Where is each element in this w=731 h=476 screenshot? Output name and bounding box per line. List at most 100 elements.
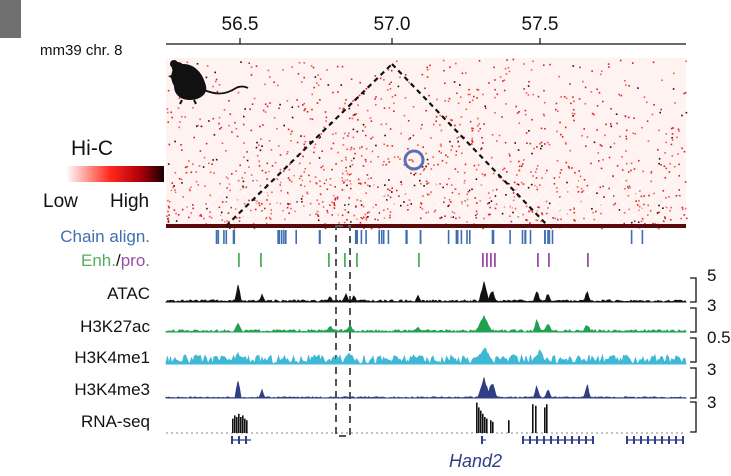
hic-pixel [256,141,258,144]
hic-pixel [644,223,646,225]
hic-pixel [467,93,470,96]
mouse-icon [168,60,249,105]
hic-stripe [245,171,302,229]
panel-label [0,0,21,38]
hic-pixel [456,137,458,139]
hic-pixel [628,185,631,188]
hic-pixel [420,183,422,185]
hic-pixel [167,210,169,213]
hic-pixel [385,123,388,125]
hic-pixel [365,160,367,163]
hic-pixel [602,159,604,161]
hic-pixel [471,137,474,140]
hic-pixel [220,211,223,214]
hic-pixel [258,202,260,204]
hic-pixel [303,102,306,105]
hic-pixel [653,192,655,195]
hic-pixel [377,186,379,188]
hic-pixel [601,227,604,230]
hic-pixel [345,99,347,101]
hic-stripe [613,171,670,229]
hic-pixel [219,182,221,185]
hic-pixel [329,204,331,206]
hic-pixel [506,171,508,173]
hic-pixel [375,104,377,106]
hic-pixel [225,196,228,199]
hic-pixel [218,122,220,125]
hic-pixel [574,171,576,174]
hic-stripe [429,171,486,229]
hic-pixel [466,204,469,207]
hic-pixel [167,199,169,202]
hic-pixel [341,189,344,191]
hic-pixel [459,96,462,98]
hic-pixel [683,214,686,216]
hic-pixel [599,186,602,189]
hic-pixel [385,163,388,166]
hic-pixel [496,140,498,142]
hic-pixel [311,108,313,111]
hic-stripe [622,171,679,229]
hic-pixel [321,201,324,203]
hic-pixel [421,166,424,168]
hic-pixel [580,200,582,203]
hic-pixel [266,178,268,180]
hic-pixel [181,208,184,211]
hic-pixel [578,98,581,100]
hic-pixel [264,111,267,113]
hic-pixel [563,95,566,98]
hic-pixel [213,172,215,174]
hic-pixel [279,184,282,186]
hic-pixel [474,197,476,199]
hic-pixel [213,134,216,136]
hic-pixel [619,135,621,138]
hic-pixel [524,109,527,112]
hic-pixel [318,203,320,205]
hic-pixel [653,104,655,106]
hic-pixel [515,105,517,108]
hic-pixel [356,130,359,133]
hic-pixel [407,120,410,122]
hic-pixel [513,181,516,184]
hic-pixel [608,187,610,190]
hic-pixel [349,183,352,185]
hic-pixel [291,116,294,119]
hic-pixel [254,208,257,211]
hic-pixel [559,196,561,198]
hic-pixel [530,183,533,186]
hic-pixel [238,216,241,219]
hic-pixel [412,134,415,137]
hic-pixel [353,157,355,160]
rnaseq-bar [232,418,234,433]
hic-stripe [222,171,279,229]
hic-pixel [641,217,644,220]
chain-tick [233,230,236,244]
hic-pixel [419,206,422,209]
hic-pixel [619,59,622,62]
hic-pixel [466,193,469,196]
hic-pixel [186,206,188,208]
hic-pixel [253,227,256,230]
hic-pixel [242,185,244,188]
hic-pixel [627,171,630,173]
hic-pixel [447,205,449,207]
hic-pixel [556,218,559,221]
hic-pixel [190,212,193,214]
hic-pixel [315,213,317,215]
hic-pixel [573,208,575,210]
hic-pixel [171,182,174,184]
gene-exon [633,436,635,444]
label-enh-pro: Enh./pro. [81,251,150,271]
hic-pixel [556,110,559,112]
hic-pixel [319,78,322,80]
hic-pixel [541,177,543,179]
hic-pixel [469,189,471,192]
hic-pixel [355,218,358,220]
hic-pixel [539,184,541,186]
hic-pixel [660,108,662,111]
hic-pixel [435,116,438,118]
hic-pixel [265,222,268,225]
hic-pixel [302,155,304,158]
hic-pixel [352,136,355,139]
hic-pixel [325,116,328,119]
